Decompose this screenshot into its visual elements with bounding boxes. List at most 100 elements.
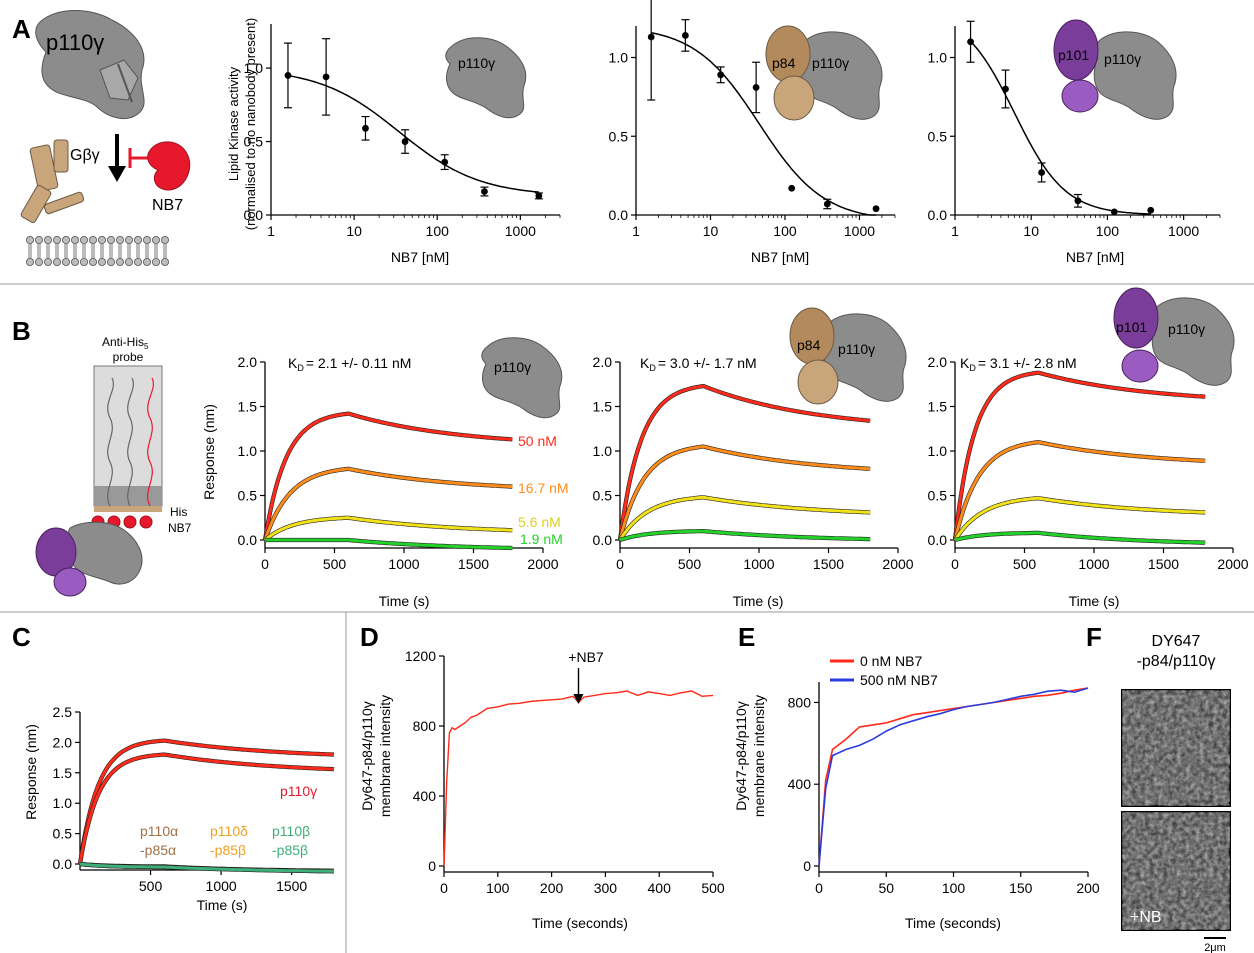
kd-label-b2: KD = 3.0 +/- 1.7 nM bbox=[640, 355, 757, 373]
series-outline bbox=[955, 442, 1205, 540]
panel-letter-f: F bbox=[1086, 622, 1102, 652]
y-tick-label: 0.0 bbox=[53, 856, 73, 872]
x-tick-label: 10 bbox=[346, 223, 362, 239]
inset-b1-p110g-label: p110γ bbox=[494, 359, 531, 375]
his-label: His bbox=[170, 505, 187, 519]
inset-a2-p110g-label: p110γ bbox=[812, 55, 849, 71]
data-point bbox=[824, 201, 831, 208]
data-point bbox=[967, 38, 974, 45]
x-tick-label: 1 bbox=[951, 223, 959, 239]
lipid-head-bottom bbox=[125, 258, 132, 265]
panel-b-schematic: Anti-His5 probe His NB7 bbox=[36, 335, 192, 596]
conc-label-16-7nm: 16.7 nM bbox=[518, 480, 569, 496]
y-tick-label: 800 bbox=[413, 718, 437, 734]
lipid-head-bottom bbox=[107, 258, 114, 265]
x-tick-label: 0 bbox=[440, 880, 448, 896]
lipid-head-top bbox=[53, 236, 60, 243]
y-tick-label: 1.5 bbox=[53, 765, 73, 781]
y-tick-label: 2.0 bbox=[593, 354, 613, 370]
inset-a3-p101-label: p101 bbox=[1058, 47, 1089, 63]
x-tick-label: 0 bbox=[951, 556, 959, 572]
scalebar-label: 2μm bbox=[1204, 942, 1226, 953]
panel-b-ylabel: Response (nm) bbox=[201, 404, 217, 500]
x-tick-label: 1000 bbox=[388, 556, 419, 572]
lipid-head-top bbox=[107, 236, 114, 243]
panel-e-xlabel: Time (seconds) bbox=[905, 915, 1001, 931]
x-tick-label: 0 bbox=[616, 556, 624, 572]
data-point bbox=[753, 84, 760, 91]
lipid-head-top bbox=[152, 236, 159, 243]
lipid-head-bottom bbox=[44, 258, 51, 265]
panel-c-p110b-bottom: -p85β bbox=[272, 842, 308, 858]
lipid-head-bottom bbox=[71, 258, 78, 265]
lipid-head-top bbox=[116, 236, 123, 243]
x-tick-label: 1000 bbox=[1078, 556, 1109, 572]
inset-b3-p110g-label: p110γ bbox=[1168, 321, 1205, 337]
series-line bbox=[819, 688, 1088, 866]
inset-a1-p110g-label: p110γ bbox=[458, 55, 495, 71]
x-tick-label: 100 bbox=[942, 880, 966, 896]
x-tick-label: 200 bbox=[540, 880, 564, 896]
micrograph-control-noise bbox=[1122, 690, 1230, 806]
panel-c-p110b-top: p110β bbox=[272, 823, 310, 839]
data-point bbox=[717, 71, 724, 78]
panel-b1-xlabel: Time (s) bbox=[379, 593, 430, 609]
series-outline bbox=[955, 373, 1205, 540]
conc-label-50nm: 50 nM bbox=[518, 433, 557, 449]
data-point bbox=[1111, 208, 1118, 215]
data-point bbox=[788, 185, 795, 192]
kd-label-b3: KD = 3.1 +/- 2.8 nM bbox=[960, 355, 1077, 373]
x-tick-label: 1000 bbox=[743, 556, 774, 572]
inset-a1-protein: p110γ bbox=[446, 38, 526, 118]
y-tick-label: 400 bbox=[413, 788, 437, 804]
panel-d-ylabel-line1: Dy647-p84/p110γ bbox=[359, 701, 375, 810]
y-tick-label: 0.5 bbox=[238, 488, 258, 504]
panel-e-ylabel-line2: membrane intensity bbox=[751, 695, 767, 817]
micrograph-nb-label: +NB bbox=[1130, 909, 1162, 926]
x-tick-label: 1500 bbox=[813, 556, 844, 572]
x-tick-label: 1 bbox=[267, 223, 275, 239]
lipid-head-top bbox=[80, 236, 87, 243]
nb7-nanobody-shape bbox=[148, 142, 190, 190]
data-point bbox=[873, 205, 880, 212]
x-tick-label: 100 bbox=[773, 223, 797, 239]
inset-b2-protein: p84 p110γ bbox=[790, 308, 906, 404]
lipid-head-bottom bbox=[116, 258, 123, 265]
y-tick-label: 1.0 bbox=[928, 443, 948, 459]
data-point bbox=[682, 32, 689, 39]
y-tick-label: 0 bbox=[803, 858, 811, 874]
y-tick-label: 0.0 bbox=[609, 207, 629, 223]
y-tick-label: 0.5 bbox=[928, 488, 948, 504]
lipid-head-top bbox=[161, 236, 168, 243]
series-line bbox=[955, 533, 1205, 543]
inset-b1-protein: p110γ bbox=[482, 338, 562, 418]
lipid-head-top bbox=[143, 236, 150, 243]
lipid-head-bottom bbox=[152, 258, 159, 265]
inset-b2-p110g-label: p110γ bbox=[838, 341, 875, 357]
inset-a3-protein: p101 p110γ bbox=[1054, 20, 1176, 119]
lipid-head-top bbox=[98, 236, 105, 243]
lipid-head-top bbox=[35, 236, 42, 243]
y-tick-label: 0.5 bbox=[593, 488, 613, 504]
lipid-head-top bbox=[44, 236, 51, 243]
panel-f-title-line1: DY647 bbox=[1152, 633, 1201, 650]
lipid-head-top bbox=[125, 236, 132, 243]
schematic-gbg-label: Gβγ bbox=[70, 147, 100, 164]
chart-b3-p101-p110g: 0.0 0.5 1.0 1.5 2.0 0 500 1000 1500 2000 bbox=[928, 354, 1249, 572]
x-tick-label: 10 bbox=[703, 223, 719, 239]
x-tick-label: 500 bbox=[1013, 556, 1037, 572]
x-tick-label: 2000 bbox=[527, 556, 558, 572]
data-point bbox=[362, 125, 369, 132]
inset-b2-p84-label: p84 bbox=[797, 337, 821, 353]
lipid-head-top bbox=[62, 236, 69, 243]
lipid-head-bottom bbox=[98, 258, 105, 265]
x-tick-label: 1000 bbox=[844, 223, 875, 239]
panel-c-xlabel: Time (s) bbox=[197, 897, 248, 913]
x-tick-label: 500 bbox=[323, 556, 347, 572]
y-tick-label: 1.0 bbox=[928, 50, 948, 66]
chart-e-membrane-intensity: 04008000 50 100 150 200 bbox=[788, 682, 1100, 896]
lipid-membrane bbox=[26, 236, 168, 265]
panel-letter-d: D bbox=[360, 622, 379, 652]
y-tick-label: 0 bbox=[428, 858, 436, 874]
